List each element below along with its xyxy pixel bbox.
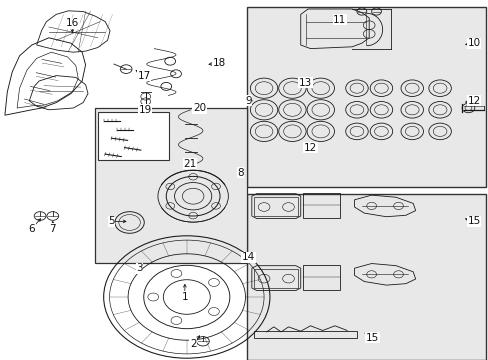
Text: 11: 11 — [332, 15, 346, 25]
Text: 8: 8 — [237, 168, 244, 178]
Bar — [246, 194, 485, 360]
Bar — [98, 112, 168, 160]
Bar — [303, 265, 339, 290]
Bar — [303, 193, 339, 218]
Text: 7: 7 — [49, 224, 56, 234]
Text: 14: 14 — [241, 252, 255, 262]
Text: 12: 12 — [467, 96, 480, 106]
Bar — [246, 7, 485, 187]
Text: 19: 19 — [138, 105, 152, 115]
Text: 6: 6 — [28, 224, 35, 234]
Text: 21: 21 — [183, 159, 196, 169]
Text: 15: 15 — [467, 216, 480, 226]
Text: 17: 17 — [137, 71, 151, 81]
Text: 20: 20 — [193, 103, 205, 113]
Text: 1: 1 — [181, 292, 188, 302]
Text: 12: 12 — [303, 143, 317, 153]
Bar — [95, 108, 246, 263]
Text: 16: 16 — [65, 18, 79, 28]
Text: 13: 13 — [298, 78, 312, 88]
Text: 15: 15 — [365, 333, 379, 343]
Text: 10: 10 — [467, 38, 480, 48]
Text: 18: 18 — [212, 58, 225, 68]
Bar — [254, 331, 356, 338]
Text: 2: 2 — [189, 339, 196, 349]
Text: 4: 4 — [141, 107, 147, 117]
Text: 9: 9 — [244, 96, 251, 106]
Text: 3: 3 — [136, 263, 142, 273]
Text: 5: 5 — [108, 216, 115, 226]
